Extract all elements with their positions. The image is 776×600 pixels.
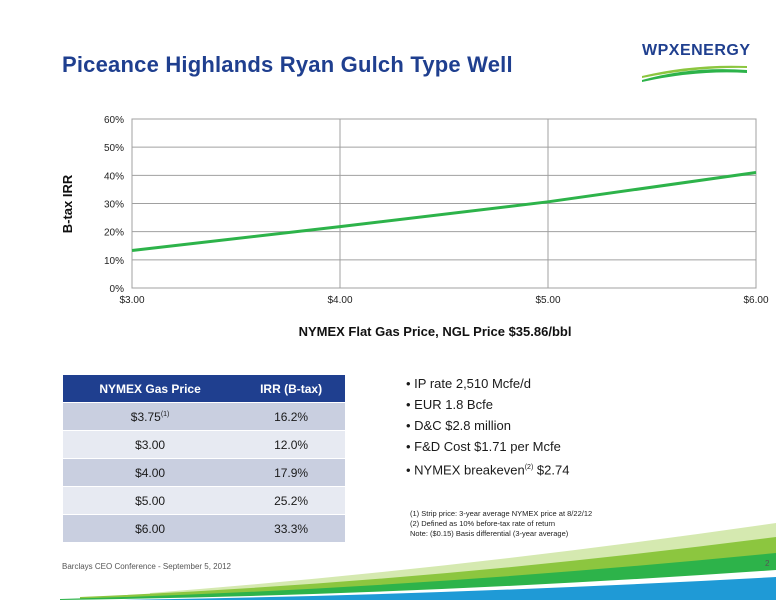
- page-title: Piceance Highlands Ryan Gulch Type Well: [62, 52, 513, 77]
- table-row: $6.00 33.3%: [63, 514, 345, 542]
- irr-table: NYMEX Gas Price IRR (B-tax) $3.75(1) 16.…: [63, 375, 345, 542]
- logo-text: WPXENERGY: [642, 42, 751, 59]
- table-row: $3.00 12.0%: [63, 430, 345, 459]
- table-cell-irr: 12.0%: [237, 430, 345, 459]
- table-header-irr: IRR (B-tax): [237, 375, 345, 403]
- x-axis-title: NYMEX Flat Gas Price, NGL Price $35.86/b…: [299, 324, 572, 339]
- table-header-price: NYMEX Gas Price: [63, 375, 238, 403]
- irr-chart: 0% 10% 20% 30% 40% 50% 60% $3.00 $4.00 $5.00 $6.00…: [60, 115, 769, 339]
- table-row: $4.00 17.9%: [63, 458, 345, 487]
- bullet-dc: • D&C $2.8 million: [406, 418, 511, 433]
- table-row: $5.00 25.2%: [63, 486, 345, 515]
- footnote-note: Note: ($0.15) Basis differential (3-year…: [410, 529, 569, 538]
- table-cell-price: $3.75(1): [63, 402, 238, 431]
- chart-grid: [131, 118, 757, 289]
- y-tick-label: 10%: [104, 256, 124, 267]
- y-axis-title: B-tax IRR: [60, 174, 75, 233]
- footer-swoosh: [60, 523, 776, 600]
- footnotes: (1) Strip price: 3-year average NYMEX pr…: [410, 509, 592, 539]
- page-number: 2: [765, 559, 770, 568]
- irr-series-line: [131, 171, 757, 253]
- table-cell-irr: 17.9%: [237, 458, 345, 487]
- table-header-row: NYMEX Gas Price IRR (B-tax): [63, 375, 345, 403]
- bullet-ip-rate: • IP rate 2,510 Mcfe/d: [406, 376, 531, 391]
- chart-series: [131, 171, 757, 253]
- y-tick-label: 40%: [104, 171, 124, 182]
- footnote-2: (2) Defined as 10% before-tax rate of re…: [410, 519, 556, 528]
- chart-ticks: 0% 10% 20% 30% 40% 50% 60% $3.00 $4.00 $5.00 $6.00: [104, 115, 769, 306]
- bullet-breakeven: • NYMEX breakeven(2) $2.74: [406, 462, 570, 478]
- y-tick-label: 20%: [104, 228, 124, 239]
- bullet-eur: • EUR 1.8 Bcfe: [406, 397, 493, 412]
- y-tick-label: 50%: [104, 143, 124, 154]
- footnote-ref: (2): [524, 464, 534, 471]
- table-cell-price: $6.00: [63, 514, 238, 542]
- footer-text: Barclays CEO Conference - September 5, 2…: [62, 562, 231, 571]
- table-row: $3.75(1) 16.2%: [63, 402, 345, 431]
- y-tick-label: 30%: [104, 200, 124, 211]
- wpx-logo: WPXENERGY: [642, 42, 752, 84]
- logo-swoosh: [642, 65, 747, 82]
- footnote-ref: (1): [160, 410, 170, 418]
- x-tick-label: $3.00: [119, 295, 144, 306]
- y-tick-label: 60%: [104, 115, 124, 126]
- footnote-1: (1) Strip price: 3-year average NYMEX pr…: [410, 509, 593, 518]
- x-tick-label: $4.00: [327, 295, 352, 306]
- bullet-fd: • F&D Cost $1.71 per Mcfe: [406, 439, 561, 454]
- key-stats-list: • IP rate 2,510 Mcfe/d • EUR 1.8 Bcfe • …: [406, 373, 569, 480]
- table-cell-irr: 16.2%: [237, 402, 345, 431]
- x-tick-label: $6.00: [743, 295, 768, 306]
- table-cell-irr: 33.3%: [237, 514, 345, 542]
- table-cell-price: $4.00: [63, 458, 238, 487]
- x-tick-label: $5.00: [535, 295, 560, 306]
- table-cell-irr: 25.2%: [237, 486, 345, 515]
- table-cell-price: $3.00: [63, 430, 238, 459]
- table-cell-price: $5.00: [63, 486, 238, 515]
- y-tick-label: 0%: [110, 284, 125, 295]
